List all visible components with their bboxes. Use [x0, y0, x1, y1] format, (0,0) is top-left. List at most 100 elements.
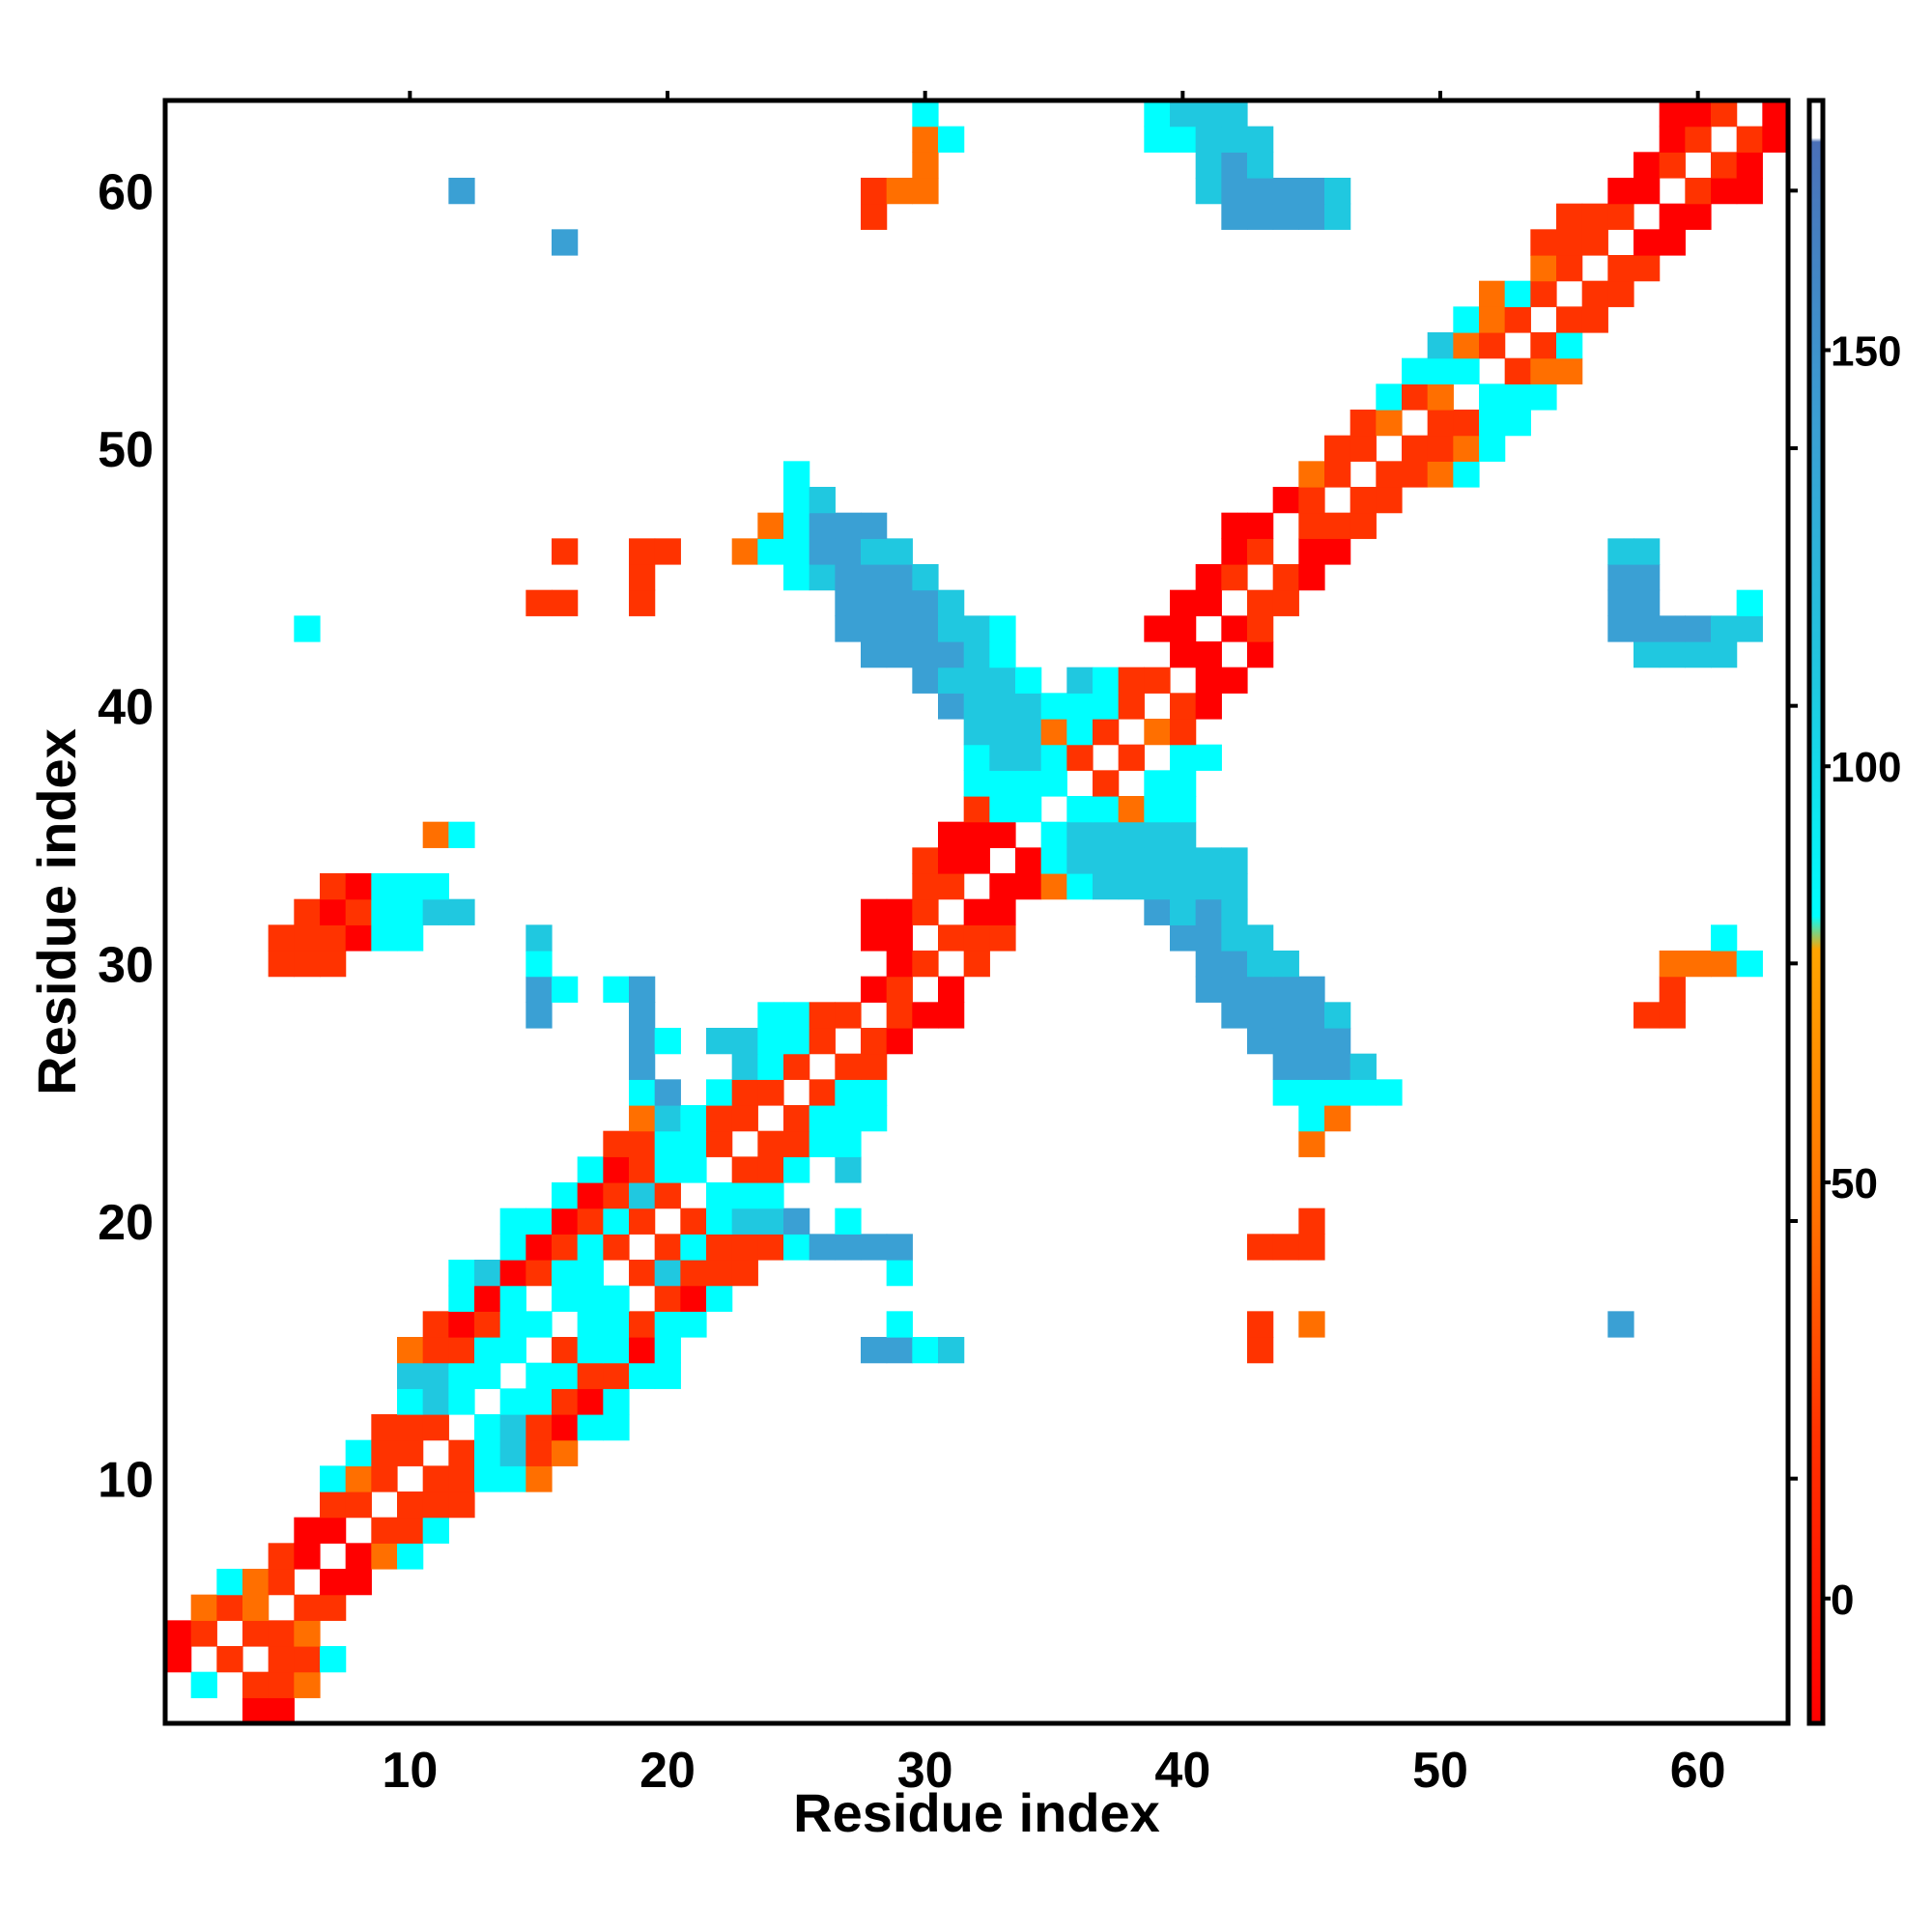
heatmap-cell — [552, 1362, 579, 1389]
heatmap-cell — [1659, 641, 1686, 668]
heatmap-cell — [294, 1620, 321, 1647]
heatmap-cell — [1221, 152, 1248, 179]
heatmap-cell — [1040, 821, 1067, 848]
heatmap-cell — [499, 1414, 526, 1441]
heatmap-cell — [757, 512, 784, 539]
heatmap-cell — [552, 1208, 579, 1235]
heatmap-cell — [912, 873, 939, 900]
heatmap-cell — [1015, 719, 1042, 746]
heatmap-cell — [1144, 100, 1171, 128]
heatmap-cell — [1170, 796, 1197, 823]
heatmap-cell — [216, 1646, 243, 1673]
heatmap-cell — [654, 1079, 681, 1106]
heatmap-cell — [1015, 770, 1042, 797]
heatmap-cell — [1221, 100, 1248, 128]
heatmap-cell — [1221, 924, 1248, 952]
heatmap-cell — [1040, 770, 1067, 797]
heatmap-cell — [526, 1260, 553, 1287]
heatmap-cell — [345, 1543, 372, 1570]
heatmap-cell — [835, 1234, 862, 1261]
heatmap-cell — [577, 1285, 604, 1312]
heatmap-cell — [886, 178, 913, 205]
heatmap-cell — [1453, 435, 1480, 462]
y-tick-label: 40 — [98, 680, 154, 736]
x-tick-label: 60 — [1670, 1743, 1726, 1799]
heatmap-cell — [1530, 384, 1557, 411]
heatmap-cell — [886, 589, 913, 616]
heatmap-cell — [474, 1362, 501, 1389]
heatmap-cell — [448, 821, 475, 848]
heatmap-cell — [783, 1002, 810, 1029]
heatmap-cell — [1040, 693, 1067, 720]
heatmap-cell — [1195, 641, 1222, 668]
heatmap-cell — [526, 1311, 553, 1338]
heatmap-cell — [809, 1079, 836, 1106]
heatmap-cell — [861, 1105, 888, 1132]
heatmap-cell — [809, 512, 836, 539]
heatmap-cell — [397, 1362, 424, 1389]
heatmap-cell — [835, 615, 862, 642]
heatmap-cell — [912, 126, 939, 153]
heatmap-cell — [320, 1646, 347, 1673]
heatmap-cell — [603, 1182, 630, 1209]
x-tick-label: 20 — [639, 1743, 696, 1799]
heatmap-cell — [989, 641, 1016, 668]
heatmap-cell — [1659, 100, 1686, 128]
heatmap-cell — [886, 1234, 913, 1261]
heatmap-cell — [989, 615, 1016, 642]
heatmap-cell — [1324, 1002, 1351, 1029]
heatmap-cell — [320, 1492, 347, 1519]
heatmap-cell — [835, 1130, 862, 1157]
heatmap-cell — [397, 1337, 424, 1364]
heatmap-cell — [1170, 924, 1197, 952]
heatmap-cell — [1298, 512, 1325, 539]
heatmap-cell — [371, 1414, 398, 1441]
heatmap-cell — [345, 1492, 372, 1519]
heatmap-cell — [1221, 1002, 1248, 1029]
heatmap-cell — [989, 719, 1016, 746]
heatmap-cell — [1118, 744, 1145, 771]
heatmap-cell — [938, 821, 965, 848]
heatmap-cell — [242, 1697, 270, 1724]
heatmap-cell — [1762, 126, 1789, 153]
heatmap-cell — [861, 924, 888, 952]
heatmap-cell — [577, 1414, 604, 1441]
heatmap-cell — [1504, 306, 1531, 333]
heatmap-cell — [654, 1362, 681, 1389]
heatmap-cell — [1556, 332, 1583, 359]
heatmap-cell — [1581, 229, 1608, 256]
heatmap-cell — [1093, 873, 1120, 900]
heatmap-cell — [552, 1260, 579, 1287]
heatmap-cell — [268, 1543, 295, 1570]
heatmap-cell — [1272, 203, 1299, 230]
heatmap-cell — [1530, 229, 1557, 256]
heatmap-cell — [1427, 357, 1454, 384]
heatmap-cell — [422, 1362, 449, 1389]
heatmap-cell — [1762, 100, 1789, 128]
heatmap-cell — [886, 924, 913, 952]
heatmap-cell — [294, 1671, 321, 1698]
heatmap-cell — [938, 589, 965, 616]
heatmap-cell — [1093, 821, 1120, 848]
heatmap-cell — [526, 1414, 553, 1441]
heatmap-cell — [320, 1517, 347, 1544]
heatmap-cell — [294, 1646, 321, 1673]
heatmap-cell — [1066, 847, 1094, 874]
heatmap-cell — [294, 898, 321, 925]
heatmap-cell — [371, 1543, 398, 1570]
heatmap-cell — [912, 847, 939, 874]
heatmap-cell — [963, 615, 990, 642]
heatmap-cell — [1170, 744, 1197, 771]
heatmap-cell — [1170, 100, 1197, 128]
heatmap-cell — [397, 1492, 424, 1519]
heatmap-cell — [1221, 667, 1248, 694]
heatmap-cell — [886, 1337, 913, 1364]
heatmap-cell — [1247, 976, 1274, 1003]
heatmap-cell — [731, 538, 758, 565]
heatmap-cell — [912, 100, 939, 128]
heatmap-cell — [1402, 384, 1429, 411]
heatmap-cell — [835, 1156, 862, 1183]
heatmap-cell — [938, 615, 965, 642]
heatmap-cell — [294, 615, 321, 642]
heatmap-cell — [474, 1439, 501, 1466]
